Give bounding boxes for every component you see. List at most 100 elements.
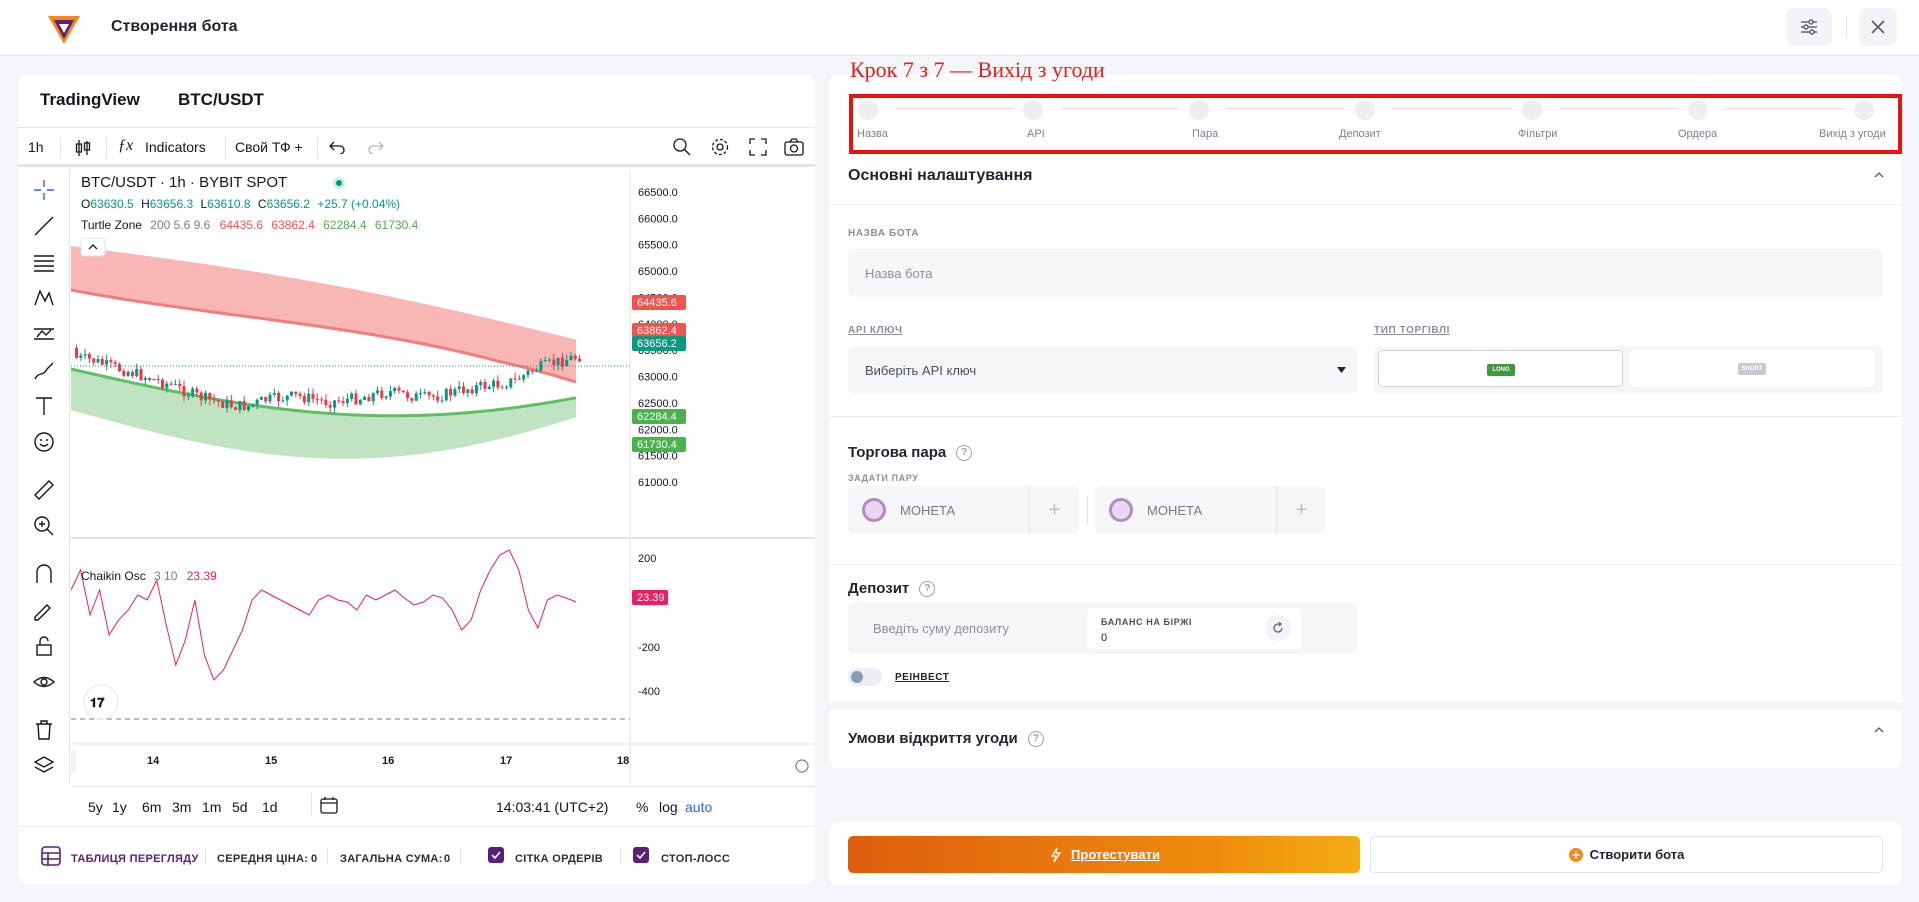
prediction-tool[interactable] (30, 320, 58, 348)
step-connector (1560, 108, 1678, 109)
price-tick: 66500.0 (638, 187, 678, 199)
api-key-select[interactable]: Виберіть API ключ (848, 346, 1358, 394)
step-label-3: Пара (1192, 128, 1219, 140)
fib-tool[interactable] (30, 248, 58, 276)
coin-2-select[interactable]: МОНЕТА + (1095, 486, 1326, 534)
price-chart[interactable]: 66500.066000.065500.065000.064500.064000… (71, 170, 815, 784)
lock-tool[interactable] (30, 632, 58, 660)
object-tree-tool[interactable] (30, 752, 58, 780)
price-tick: 61500.0 (638, 451, 678, 463)
candle (350, 393, 354, 399)
close-button[interactable] (1859, 8, 1897, 46)
brush-tool[interactable] (30, 356, 58, 384)
candle (229, 400, 233, 408)
divider (1846, 16, 1847, 38)
step-dot-1[interactable] (858, 100, 878, 120)
order-grid-checkbox[interactable] (488, 847, 504, 863)
balance-value: 0 (1101, 632, 1108, 644)
quick-search-icon[interactable] (672, 137, 692, 157)
auto-scale-toggle[interactable]: auto (685, 799, 713, 815)
range-1m[interactable]: 1m (202, 799, 222, 815)
step-connector (1061, 108, 1179, 109)
trendline-tool[interactable] (30, 212, 58, 240)
step-connector (896, 108, 1013, 109)
undo-icon[interactable] (329, 140, 345, 154)
step-dot-2[interactable] (1023, 100, 1043, 120)
candle (479, 382, 483, 386)
refresh-icon (1273, 622, 1283, 633)
time-tick: 16 (382, 755, 394, 767)
candle (320, 399, 324, 401)
range-5y[interactable]: 5y (88, 799, 103, 815)
tv-logo-mark: 𝟏𝟕 (90, 695, 105, 710)
range-3m[interactable]: 3m (172, 799, 192, 815)
indicators-button[interactable]: Indicators (145, 139, 206, 155)
create-bot-button[interactable]: Створити бота (1370, 836, 1883, 873)
step-dot-7[interactable] (1854, 100, 1874, 120)
pair-tab[interactable]: BTC/USDT (178, 90, 264, 109)
fullscreen-icon[interactable] (749, 138, 767, 156)
refresh-balance-button[interactable] (1265, 615, 1291, 641)
candle (414, 393, 418, 401)
candle (380, 390, 384, 399)
candle (195, 388, 199, 393)
help-icon[interactable]: ? (919, 581, 936, 598)
crosshair-tool[interactable] (30, 176, 58, 204)
help-icon[interactable]: ? (1027, 731, 1044, 748)
add-coin-1-button[interactable]: + (1029, 486, 1079, 534)
range-1d[interactable]: 1d (262, 799, 278, 815)
range-6m[interactable]: 6m (142, 799, 162, 815)
candle (466, 389, 470, 394)
bot-name-input[interactable]: Назва бота (848, 249, 1883, 297)
reinvest-toggle[interactable] (848, 668, 882, 686)
calendar-icon[interactable] (320, 796, 338, 814)
step-dot-3[interactable] (1189, 100, 1209, 120)
candle-style-icon[interactable] (74, 139, 92, 157)
reinvest-label[interactable]: РЕІНВЕСТ (895, 672, 950, 683)
pattern-tool[interactable] (30, 284, 58, 312)
coin-1-select[interactable]: МОНЕТА + (848, 486, 1079, 534)
visibility-tool[interactable] (30, 668, 58, 696)
remove-tool[interactable] (30, 716, 58, 744)
range-1y[interactable]: 1y (112, 799, 127, 815)
lock-draw-tool[interactable] (30, 596, 58, 624)
tradingview-tab[interactable]: TradingView (40, 90, 140, 109)
test-button[interactable]: Протестувати (848, 836, 1360, 873)
redo-icon[interactable] (368, 140, 384, 154)
step-dot-6[interactable] (1688, 100, 1708, 120)
long-option[interactable]: LONG (1378, 350, 1623, 387)
add-coin-2-button[interactable]: + (1276, 486, 1326, 534)
text-tool[interactable] (30, 392, 58, 420)
interval-button[interactable]: 1h (28, 139, 44, 155)
time-settings-icon[interactable] (795, 759, 809, 773)
pane-resize-handle[interactable] (71, 750, 76, 772)
stoploss-checkbox[interactable] (633, 847, 649, 863)
table-view-toggle[interactable]: ТАБЛИЦЯ ПЕРЕГЛЯДУ (71, 853, 199, 865)
short-option[interactable]: SHORT (1630, 350, 1875, 387)
emoji-tool[interactable] (30, 428, 58, 456)
step-dot-4[interactable] (1355, 100, 1375, 120)
help-icon[interactable]: ? (956, 445, 973, 462)
custom-timeframe-button[interactable]: Свой ТФ + (235, 139, 303, 155)
table-icon[interactable] (41, 846, 61, 866)
chevron-up-icon[interactable] (1874, 172, 1884, 178)
candle (505, 387, 508, 389)
ruler-tool[interactable] (30, 476, 58, 504)
percent-scale-toggle[interactable]: % (636, 799, 649, 815)
collapse-legend-button[interactable] (80, 237, 106, 257)
magnet-tool[interactable] (30, 560, 58, 588)
zoom-tool[interactable] (30, 512, 58, 540)
step-dot-5[interactable] (1522, 100, 1542, 120)
settings-button[interactable] (1786, 8, 1832, 46)
step-label-1: Назва (857, 128, 888, 140)
deposit-title: Депозит? (848, 580, 936, 598)
chart-toolbar: 1h ƒx Indicators Свой ТФ + (18, 129, 815, 167)
gear-icon[interactable] (710, 137, 730, 157)
camera-icon[interactable] (784, 138, 804, 156)
log-scale-toggle[interactable]: log (659, 799, 678, 815)
candle (255, 399, 259, 405)
chevron-up-icon[interactable] (1874, 727, 1884, 733)
range-5d[interactable]: 5d (232, 799, 248, 815)
checkmark-icon (636, 851, 646, 859)
candle (487, 386, 491, 389)
